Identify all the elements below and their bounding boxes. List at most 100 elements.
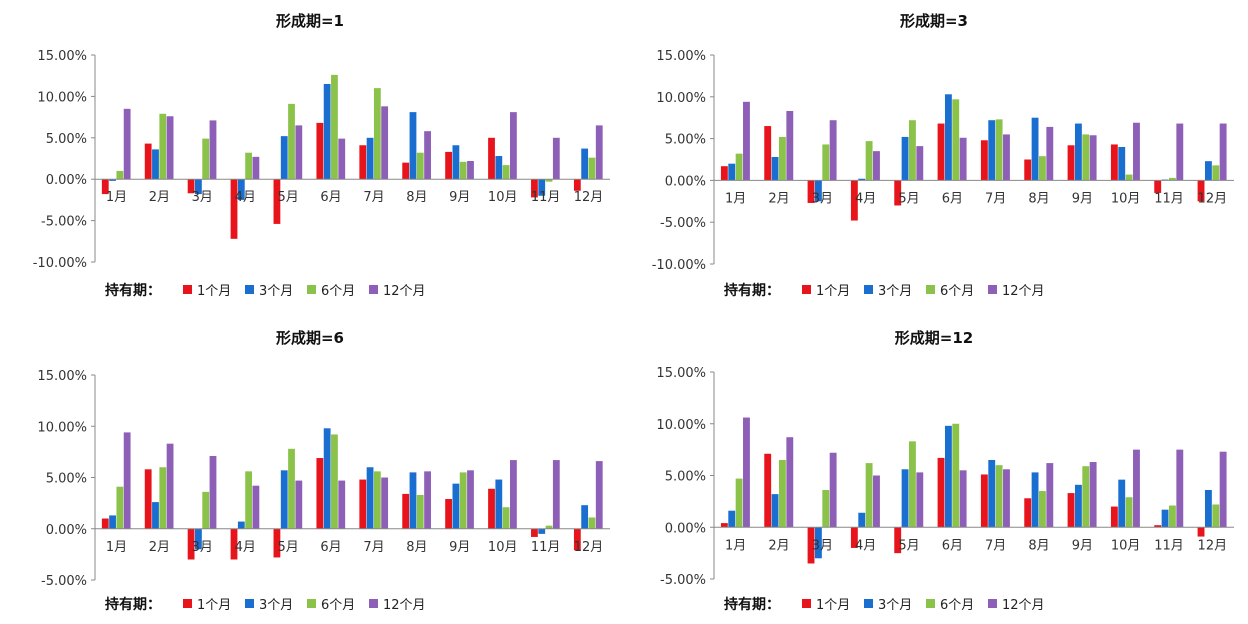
bar-1个月-7月: [980, 140, 988, 181]
bar-3个月-4月: [237, 521, 245, 529]
x-tick-label: 9月: [1072, 538, 1093, 553]
legend-swatch: [926, 285, 935, 294]
bar-12个月-11月: [1176, 123, 1184, 181]
legend-swatch: [369, 285, 378, 294]
bar-6个月-7月: [373, 471, 381, 529]
bar-1个月-3月: [187, 528, 195, 560]
y-tick-label: 15.00%: [37, 49, 87, 64]
bar-6个月-1月: [116, 486, 124, 529]
bar-3个月-9月: [452, 145, 460, 180]
bar-6个月-10月: [502, 165, 510, 180]
bar-12个月-4月: [873, 475, 880, 528]
bar-6个月-3月: [202, 138, 210, 180]
y-tick-label: -10.00%: [33, 256, 87, 271]
bar-6个月-6月: [331, 434, 338, 529]
bar-1个月-5月: [894, 180, 902, 206]
bar-3个月-8月: [409, 472, 417, 529]
bar-1个月-1月: [101, 518, 109, 529]
legend-label: 6个月: [321, 284, 355, 299]
bar-6个月-2月: [779, 459, 786, 528]
x-tick-label: 9月: [1072, 191, 1093, 206]
legend-swatch: [802, 285, 811, 294]
legend-label: 1个月: [816, 598, 850, 613]
legend-swatch: [245, 285, 254, 294]
legend-swatch: [864, 285, 873, 294]
legend-label: 3个月: [259, 598, 293, 613]
bar-3个月-10月: [495, 479, 503, 529]
bar-3个月-12月: [581, 505, 589, 529]
bar-6个月-8月: [1039, 156, 1046, 181]
legend-title: 持有期：: [105, 282, 161, 299]
x-tick-label: 2月: [768, 538, 789, 553]
bar-12个月-4月: [873, 151, 880, 181]
bar-6个月-12月: [1212, 504, 1220, 528]
bar-6个月-5月: [909, 441, 916, 528]
bar-6个月-10月: [1125, 174, 1133, 181]
x-tick-label: 11月: [531, 540, 561, 555]
legend-swatch: [307, 599, 316, 608]
bar-3个月-3月: [814, 527, 822, 559]
x-tick-label: 9月: [449, 190, 470, 205]
legend-title: 持有期：: [724, 282, 780, 299]
x-tick-label: 8月: [1028, 538, 1049, 553]
bar-12个月-5月: [916, 146, 924, 181]
bar-3个月-4月: [237, 179, 245, 200]
x-tick-label: 10月: [1111, 191, 1141, 206]
bar-3个月-9月: [1074, 123, 1082, 181]
x-tick-label: 8月: [406, 190, 427, 205]
bar-6个月-11月: [545, 525, 553, 529]
bar-3个月-8月: [1031, 472, 1039, 528]
bar-12个月-12月: [595, 461, 603, 529]
bar-3个月-1月: [728, 163, 736, 181]
y-tick-label: -5.00%: [41, 574, 87, 589]
bar-3个月-1月: [728, 510, 736, 528]
bar-6个月-6月: [331, 74, 338, 180]
bar-1个月-4月: [850, 180, 858, 221]
legend-label: 12个月: [383, 598, 426, 613]
chart-title: 形成期=12: [895, 329, 973, 347]
bar-1个月-12月: [1197, 527, 1205, 537]
chart-panel-formation-3: 形成期=3 15.00% 10.00% 5.00% 0.00% -5.00% -10.00%…: [652, 12, 1234, 299]
x-tick-label: 8月: [406, 540, 427, 555]
bar-6个月-3月: [822, 489, 830, 528]
legend-label: 12个月: [383, 284, 426, 299]
bar-12个月-12月: [1219, 123, 1227, 181]
bar-12个月-10月: [1133, 122, 1140, 181]
bar-12个月-2月: [166, 443, 174, 529]
x-tick-label: 7月: [363, 540, 384, 555]
bar-6个月-5月: [288, 103, 295, 180]
bar-1个月-12月: [573, 528, 581, 551]
legend-label: 12个月: [1002, 284, 1045, 299]
x-tick-label: 1月: [106, 540, 127, 555]
chart-panel-formation-6: 形成期=6 15.00% 10.00% 5.00% 0.00% -5.00% 1月 2月 3月 4…: [37, 329, 610, 613]
bar-1个月-3月: [187, 179, 195, 194]
y-tick-label: 0.00%: [665, 521, 706, 536]
bar-6个月-9月: [459, 472, 467, 529]
bar-3个月-6月: [944, 425, 952, 528]
x-tick-label: 5月: [277, 540, 298, 555]
bar-12个月-1月: [123, 108, 131, 180]
bar-1个月-10月: [1110, 506, 1118, 528]
x-tick-label: 9月: [449, 540, 470, 555]
bar-3个月-6月: [323, 83, 331, 180]
bar-3个月-10月: [495, 156, 503, 180]
bar-6个月-10月: [1125, 497, 1133, 528]
x-tick-label: 11月: [1154, 191, 1184, 206]
bar-12个月-11月: [552, 137, 560, 180]
x-tick-label: 12月: [1198, 191, 1228, 206]
bar-12个月-3月: [209, 455, 217, 529]
y-tick-label: 10.00%: [37, 90, 87, 105]
bar-3个月-5月: [280, 136, 288, 180]
x-tick-label: 12月: [574, 540, 604, 555]
y-tick-label: 10.00%: [656, 418, 706, 433]
bar-12个月-12月: [1219, 451, 1227, 528]
x-tick-label: 6月: [320, 190, 341, 205]
bar-1个月-6月: [316, 122, 324, 180]
bar-1个月-8月: [1024, 159, 1032, 181]
bar-12个月-8月: [424, 471, 431, 529]
bar-6个月-11月: [1169, 177, 1176, 181]
bar-6个月-9月: [1082, 134, 1090, 181]
bar-1个月-1月: [101, 179, 109, 195]
bar-3个月-2月: [152, 149, 159, 180]
legend-label: 6个月: [940, 284, 974, 299]
